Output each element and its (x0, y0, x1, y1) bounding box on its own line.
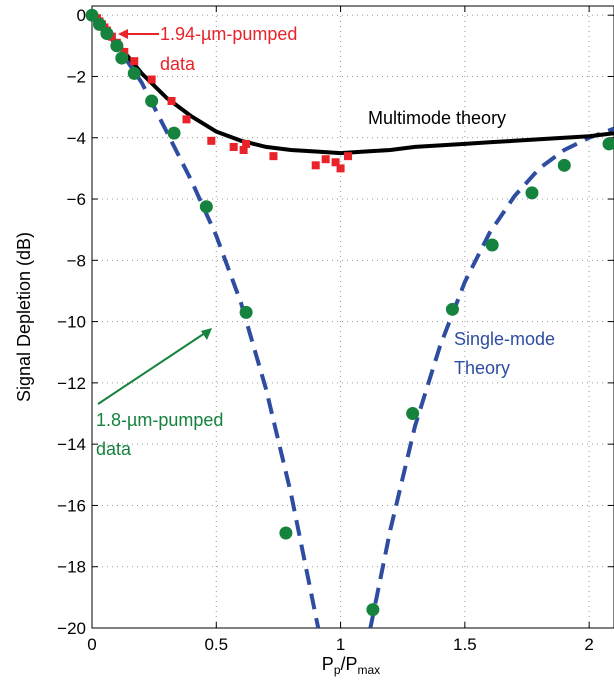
y-tick-label: −8 (67, 251, 86, 270)
data-1-94-point (207, 136, 216, 145)
data-1-94-point (336, 164, 345, 173)
annotation-single-mode: Single-mode Theory (454, 329, 555, 378)
annotation-single-line2: Theory (454, 358, 510, 378)
data-1-8-point (199, 200, 213, 214)
data-1-8-point (406, 407, 420, 421)
x-tick-label: 0 (87, 635, 96, 654)
data-1-94-point (321, 155, 330, 164)
data-1-8-point (525, 186, 539, 200)
y-tick-label: −16 (57, 496, 86, 515)
y-tick-label: −12 (57, 374, 86, 393)
data-1-8-point (110, 39, 124, 53)
arrow-1-8-head (201, 328, 212, 340)
y-axis-label: Signal Depletion (dB) (14, 232, 34, 402)
data-1-8-point (557, 158, 571, 172)
data-1-8-point (445, 302, 459, 316)
single-mode-theory-line (92, 13, 321, 628)
data-1-94-point (147, 75, 156, 84)
y-tick-label: 0 (77, 6, 86, 25)
x-tick-label: 1 (336, 635, 345, 654)
y-tick-label: −10 (57, 313, 86, 332)
annotation-1-94-line2: data (160, 54, 196, 74)
data-1-8-point (602, 137, 614, 151)
y-tick-label: −20 (57, 619, 86, 638)
data-1-8-point (127, 66, 141, 80)
data-1-94-point (120, 47, 129, 56)
data-1-8-point (115, 51, 129, 65)
annotation-1-8-line1: 1.8-µm-pumped (96, 410, 223, 430)
data-1-94-point (311, 161, 320, 170)
data-1-8-point (239, 305, 253, 319)
data-1-94-point (242, 139, 251, 148)
single-mode-theory-line (368, 126, 614, 628)
data-1-8-point (92, 17, 106, 31)
annotation-1-94-data: 1.94-µm-pumped data (118, 24, 297, 74)
x-tick-label: 1.5 (453, 635, 477, 654)
x-tick-label: 2 (584, 635, 593, 654)
data-1-94-point (167, 96, 176, 105)
x-axis-label: Pp/Pmax (322, 654, 380, 677)
x-tick-label: 0.5 (204, 635, 228, 654)
data-1-8-point (279, 526, 293, 540)
annotation-1-8-data: 1.8-µm-pumped data (96, 328, 223, 459)
arrow-1-8-shaft (97, 332, 206, 405)
annotation-1-8-line2: data (96, 439, 132, 459)
plot-frame (91, 5, 614, 629)
annotation-1-94-line1: 1.94-µm-pumped (160, 24, 297, 44)
data-1-8-point (366, 603, 380, 617)
arrow-1-94-head (118, 29, 128, 39)
data-1-94-point (331, 158, 340, 167)
data-1-8-point (85, 8, 99, 22)
annotation-single-line1: Single-mode (454, 329, 555, 349)
y-axis-ticks: 0 −2 −4 −6 −8 −10 −12 −14 −16 −18 −20 (57, 6, 614, 638)
annotation-multimode: Multimode theory (368, 108, 506, 128)
data-1-94-point (344, 152, 353, 161)
data-1-94-point (130, 57, 139, 66)
x-axis-ticks: 0 0.5 1 1.5 2 (87, 6, 594, 654)
data-1-8-point (100, 27, 114, 41)
data-1-94-point (229, 142, 238, 151)
data-1-94-point (269, 152, 278, 161)
y-tick-label: −14 (57, 435, 86, 454)
y-tick-label: −6 (67, 190, 86, 209)
data-1-94-point (239, 146, 248, 155)
y-tick-label: −18 (57, 558, 86, 577)
y-tick-label: −2 (67, 67, 86, 86)
data-1-8-point (167, 126, 181, 140)
series-layer (85, 8, 614, 628)
data-1-94-point (182, 115, 191, 124)
y-tick-label: −4 (67, 129, 86, 148)
data-1-8-point (145, 94, 159, 108)
data-1-8-point (485, 238, 499, 252)
